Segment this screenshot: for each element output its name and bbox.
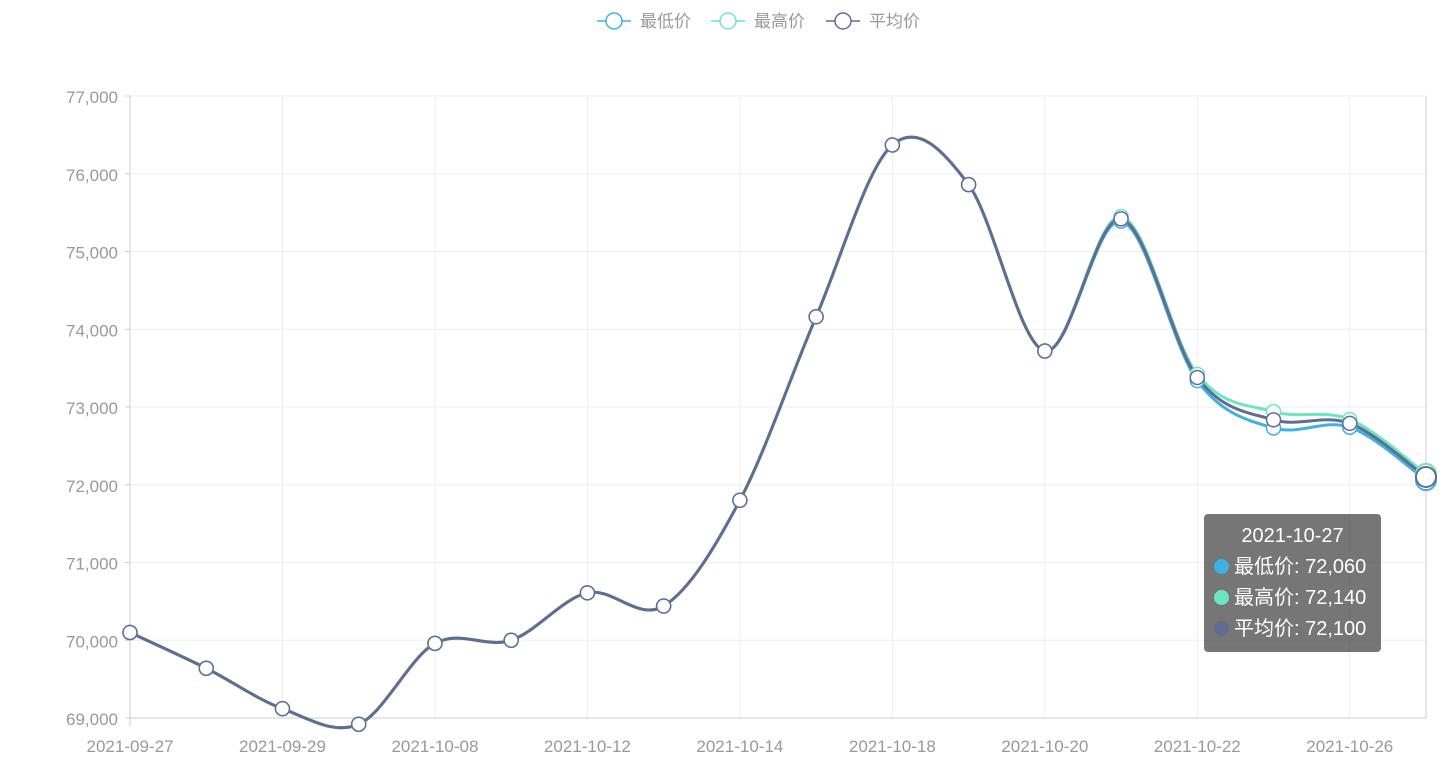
legend-marker	[719, 12, 737, 30]
x-tick-label: 2021-10-14	[696, 737, 783, 756]
data-point	[960, 176, 977, 193]
data-point	[1415, 465, 1437, 488]
tooltip-value: 72,060	[1305, 556, 1367, 578]
tooltip-dot-avg	[1214, 621, 1229, 636]
axes: 69,000 70,000 71,000 72,000 73,000 74,000 75,0…	[66, 88, 1427, 756]
data-point	[1189, 369, 1206, 386]
data-point	[350, 716, 367, 732]
tooltip-series-name: 平均价	[1234, 618, 1294, 640]
legend-label: 最低价	[640, 12, 691, 31]
x-tick-label: 2021-10-18	[849, 737, 936, 756]
data-point	[427, 635, 443, 652]
data-point	[655, 598, 672, 614]
tooltip: 2021-10-27 最低价: 72,060 最高价: 72,140 平均价: …	[1204, 514, 1381, 652]
data-point	[503, 632, 519, 648]
legend[interactable]: 最低价 最高价 平均价	[597, 12, 920, 31]
x-tick-label: 2021-09-29	[239, 737, 326, 756]
data-point	[884, 137, 901, 153]
data-point	[198, 660, 214, 676]
legend-label: 最高价	[754, 12, 805, 31]
tooltip-series-name: 最低价	[1234, 556, 1294, 578]
y-tick-label: 72,000	[66, 477, 118, 496]
y-tick-label: 77,000	[66, 88, 118, 107]
y-tick-label: 70,000	[66, 632, 118, 651]
legend-marker	[605, 12, 623, 30]
data-point	[122, 624, 138, 641]
x-tick-label: 2021-10-08	[391, 737, 478, 756]
x-tick-label: 2021-10-20	[1001, 737, 1088, 756]
data-point	[732, 492, 748, 509]
x-tick-label: 2021-10-26	[1306, 737, 1393, 756]
y-tick-label: 71,000	[66, 555, 118, 574]
x-tick-label: 2021-10-12	[544, 737, 631, 756]
tooltip-value: 72,140	[1305, 587, 1367, 609]
data-point	[1037, 343, 1053, 359]
data-point	[1265, 412, 1282, 428]
tooltip-row-max: 最高价: 72,140	[1214, 583, 1381, 614]
data-point	[274, 700, 291, 717]
tooltip-series-name: 最高价	[1234, 587, 1294, 609]
tooltip-value: 72,100	[1305, 618, 1367, 640]
data-point	[808, 309, 824, 325]
tooltip-row-min: 最低价: 72,060	[1214, 552, 1381, 583]
legend-label: 平均价	[869, 12, 920, 31]
y-tick-label: 76,000	[66, 166, 118, 185]
grid-lines	[130, 95, 1426, 719]
tooltip-dot-max	[1214, 590, 1229, 605]
legend-marker	[834, 12, 852, 30]
data-points	[122, 137, 1437, 732]
tooltip-row-avg: 平均价: 72,100	[1214, 614, 1381, 645]
y-tick-label: 75,000	[66, 244, 118, 263]
tooltip-title: 2021-10-27	[1241, 525, 1344, 547]
y-tick-label: 69,000	[66, 710, 118, 729]
x-tick-label: 2021-10-22	[1154, 737, 1241, 756]
y-tick-label: 74,000	[66, 321, 118, 340]
x-tick-label: 2021-09-27	[87, 737, 174, 756]
tooltip-dot-min	[1214, 559, 1229, 574]
y-tick-label: 73,000	[66, 399, 118, 418]
data-point	[1113, 211, 1129, 227]
data-point	[1342, 415, 1358, 432]
data-point	[579, 585, 596, 601]
